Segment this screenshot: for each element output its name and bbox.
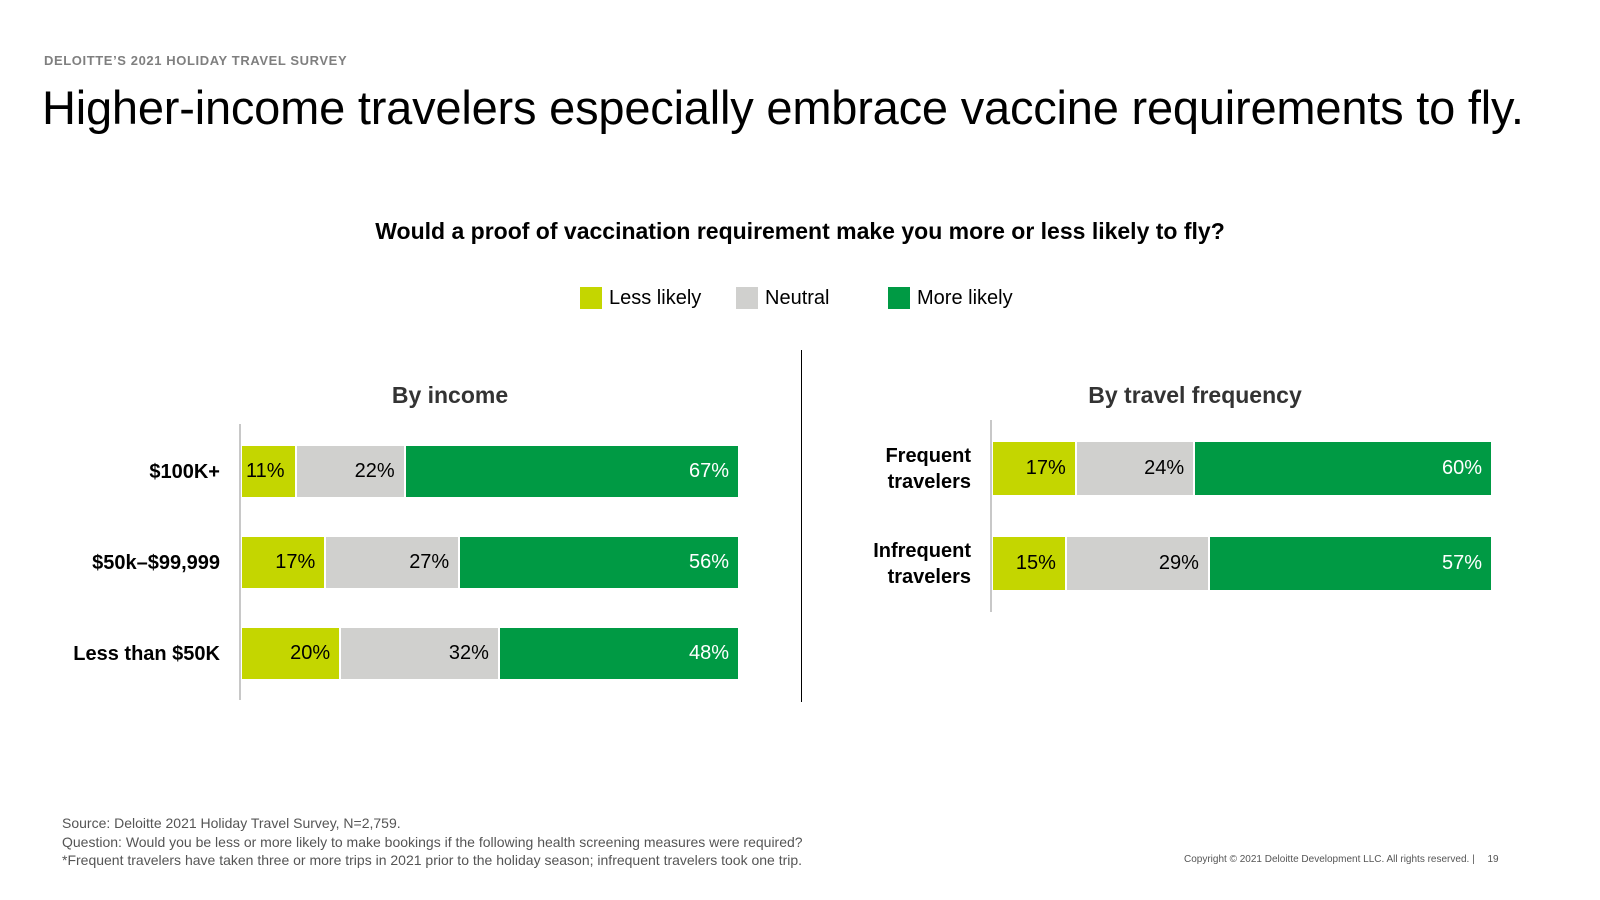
data-label: 60% <box>1441 457 1482 479</box>
category-label-text: Less than $50K <box>73 642 220 665</box>
data-label: 11% <box>246 460 285 482</box>
bar-segment-less: 15% <box>993 537 1065 590</box>
panel-title-frequency: By travel frequency <box>1088 382 1302 408</box>
bar-segment-neutral: 24% <box>1076 442 1194 495</box>
bar-segment-less: 17% <box>242 537 325 588</box>
footnote-note: *Frequent travelers have taken three or … <box>62 852 803 868</box>
bar-segment-neutral: 22% <box>296 446 404 497</box>
category-label: Less than $50K <box>20 624 220 684</box>
panel-divider <box>801 350 802 702</box>
legend-label-more-likely: More likely <box>917 286 1013 309</box>
page-number: 19 <box>1487 854 1499 865</box>
bar-segment-more: 67% <box>405 446 738 497</box>
footnote-question: Question: Would you be less or more like… <box>62 833 803 850</box>
legend-label-neutral: Neutral <box>765 286 830 309</box>
copyright-line: Copyright © 2021 Deloitte Development LL… <box>1184 854 1499 865</box>
category-label-text: $100K+ <box>149 460 220 483</box>
page-title: Higher-income travelers especially embra… <box>42 81 1524 134</box>
legend-item-less-likely: Less likely <box>580 286 701 310</box>
bar-segment-neutral: 27% <box>326 537 459 588</box>
data-label: 56% <box>688 551 729 573</box>
data-label: 29% <box>1158 552 1199 574</box>
copyright-text: Copyright © 2021 Deloitte Development LL… <box>1184 854 1475 865</box>
bar-segment-less: 20% <box>242 628 340 679</box>
eyebrow-label: DELOITTE’S 2021 HOLIDAY TRAVEL SURVEY <box>44 53 348 68</box>
category-label-text: Frequent travelers <box>885 444 971 493</box>
data-label: 20% <box>290 642 331 664</box>
data-label: 17% <box>275 551 316 573</box>
data-label: 57% <box>1441 552 1482 574</box>
bar-segment-more: 56% <box>460 537 738 588</box>
category-label: $100K+ <box>20 442 220 502</box>
bar-segment-more: 48% <box>499 628 738 679</box>
axis-line <box>990 420 992 612</box>
legend-swatch-more-likely <box>888 287 910 309</box>
bar-segment-neutral: 32% <box>341 628 498 679</box>
data-label: 32% <box>448 642 489 664</box>
legend-swatch-neutral <box>736 287 758 309</box>
panel-title-income: By income <box>391 382 509 408</box>
category-label-text: $50k–$99,999 <box>92 551 220 574</box>
category-label-text: Infrequent travelers <box>873 539 971 588</box>
legend-item-neutral: Neutral <box>736 286 829 310</box>
legend-item-more-likely: More likely <box>888 286 1013 310</box>
category-label: $50k–$99,999 <box>20 533 220 593</box>
chart-question: Would a proof of vaccination requirement… <box>375 218 1225 244</box>
bar-segment-more: 57% <box>1209 537 1491 590</box>
legend-swatch-less-likely <box>580 287 602 309</box>
axis-line <box>239 424 241 700</box>
data-label: 22% <box>354 460 395 482</box>
data-label: 27% <box>409 551 450 573</box>
bar-segment-neutral: 29% <box>1066 537 1208 590</box>
data-label: 24% <box>1144 457 1185 479</box>
bar-segment-more: 60% <box>1195 442 1491 495</box>
data-label: 48% <box>688 642 729 664</box>
data-label: 15% <box>1015 552 1056 574</box>
legend-label-less-likely: Less likely <box>609 286 702 309</box>
data-label: 17% <box>1025 457 1066 479</box>
bar-segment-less: 17% <box>993 442 1075 495</box>
footnote-source: Source: Deloitte 2021 Holiday Travel Sur… <box>62 815 401 831</box>
bar-segment-less: 11% <box>242 446 295 497</box>
category-label: Infrequent travelers <box>771 534 971 594</box>
category-label: Frequent travelers <box>771 439 971 499</box>
footnotes: Source: Deloitte 2021 Holiday Travel Sur… <box>62 814 803 870</box>
data-label: 67% <box>688 460 729 482</box>
